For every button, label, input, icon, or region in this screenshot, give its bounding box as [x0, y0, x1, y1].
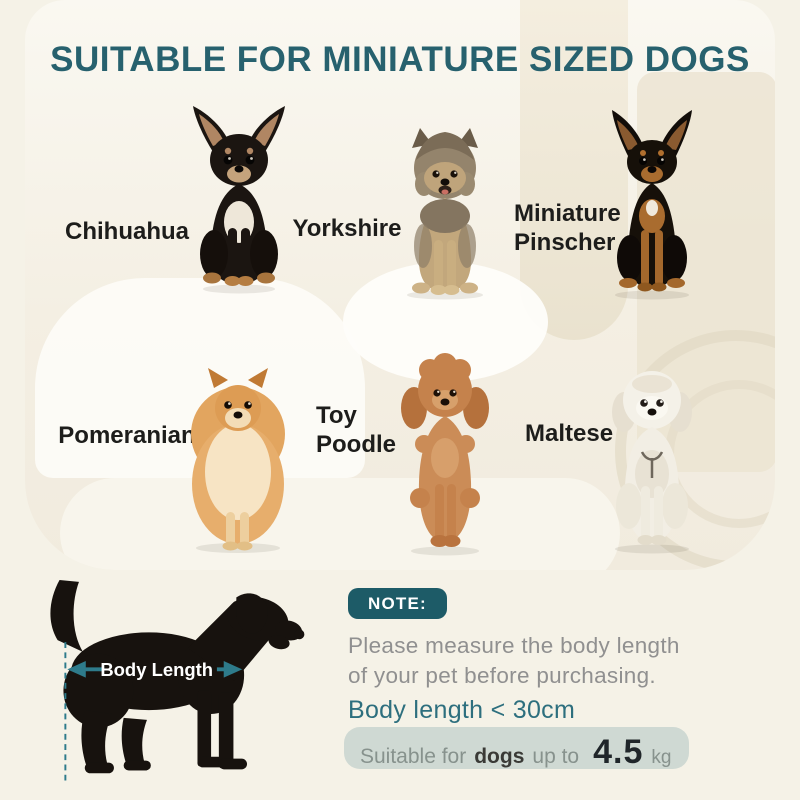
note-badge: NOTE: [348, 588, 447, 619]
arrowhead-left [67, 661, 86, 678]
page-title: SUITABLE FOR MINIATURE SIZED DOGS [50, 40, 750, 79]
toy-poodle-photo [401, 353, 489, 556]
blanket-drape-shape [520, 0, 628, 340]
miniature-pinscher-photo [612, 110, 692, 300]
capacity-weight-value: 4.5 [593, 733, 644, 771]
capacity-prefix: Suitable for [360, 745, 467, 768]
breed-label-chihuahua: Chihuahua [65, 218, 189, 245]
breed-label-miniature-pinscher: Miniature Pinscher [514, 200, 621, 256]
breed-label-yorkshire: Yorkshire [292, 215, 402, 242]
dog-silhouette [50, 579, 305, 774]
body-length-diagram: Body Length [50, 579, 305, 782]
capacity-connector: up to [532, 745, 580, 768]
note-text-line1: Please measure the body length [348, 633, 680, 658]
pomeranian-photo [191, 368, 285, 553]
body-length-requirement: Body length < 30cm [348, 696, 576, 724]
capacity-subject: dogs [474, 745, 525, 768]
note-text-line2: of your pet before purchasing. [348, 663, 656, 689]
capacity-pill: Suitable for dogs up to 4.5 kg [344, 727, 690, 771]
breed-label-maltese: Maltese [525, 420, 614, 447]
maltese-photo [612, 371, 692, 554]
rug-shape [60, 478, 620, 570]
note-text: Please measure the body length of your p… [348, 631, 680, 692]
yorkshire-photo [407, 128, 483, 300]
breed-label-pomeranian: Pomeranian [58, 422, 196, 449]
arrowhead-right [223, 661, 243, 678]
capacity-weight-unit: kg [651, 747, 672, 768]
chihuahua-photo [193, 106, 285, 294]
breed-label-toy-poodle: Toy Poodle [316, 402, 397, 458]
body-length-label: Body Length [100, 659, 213, 680]
